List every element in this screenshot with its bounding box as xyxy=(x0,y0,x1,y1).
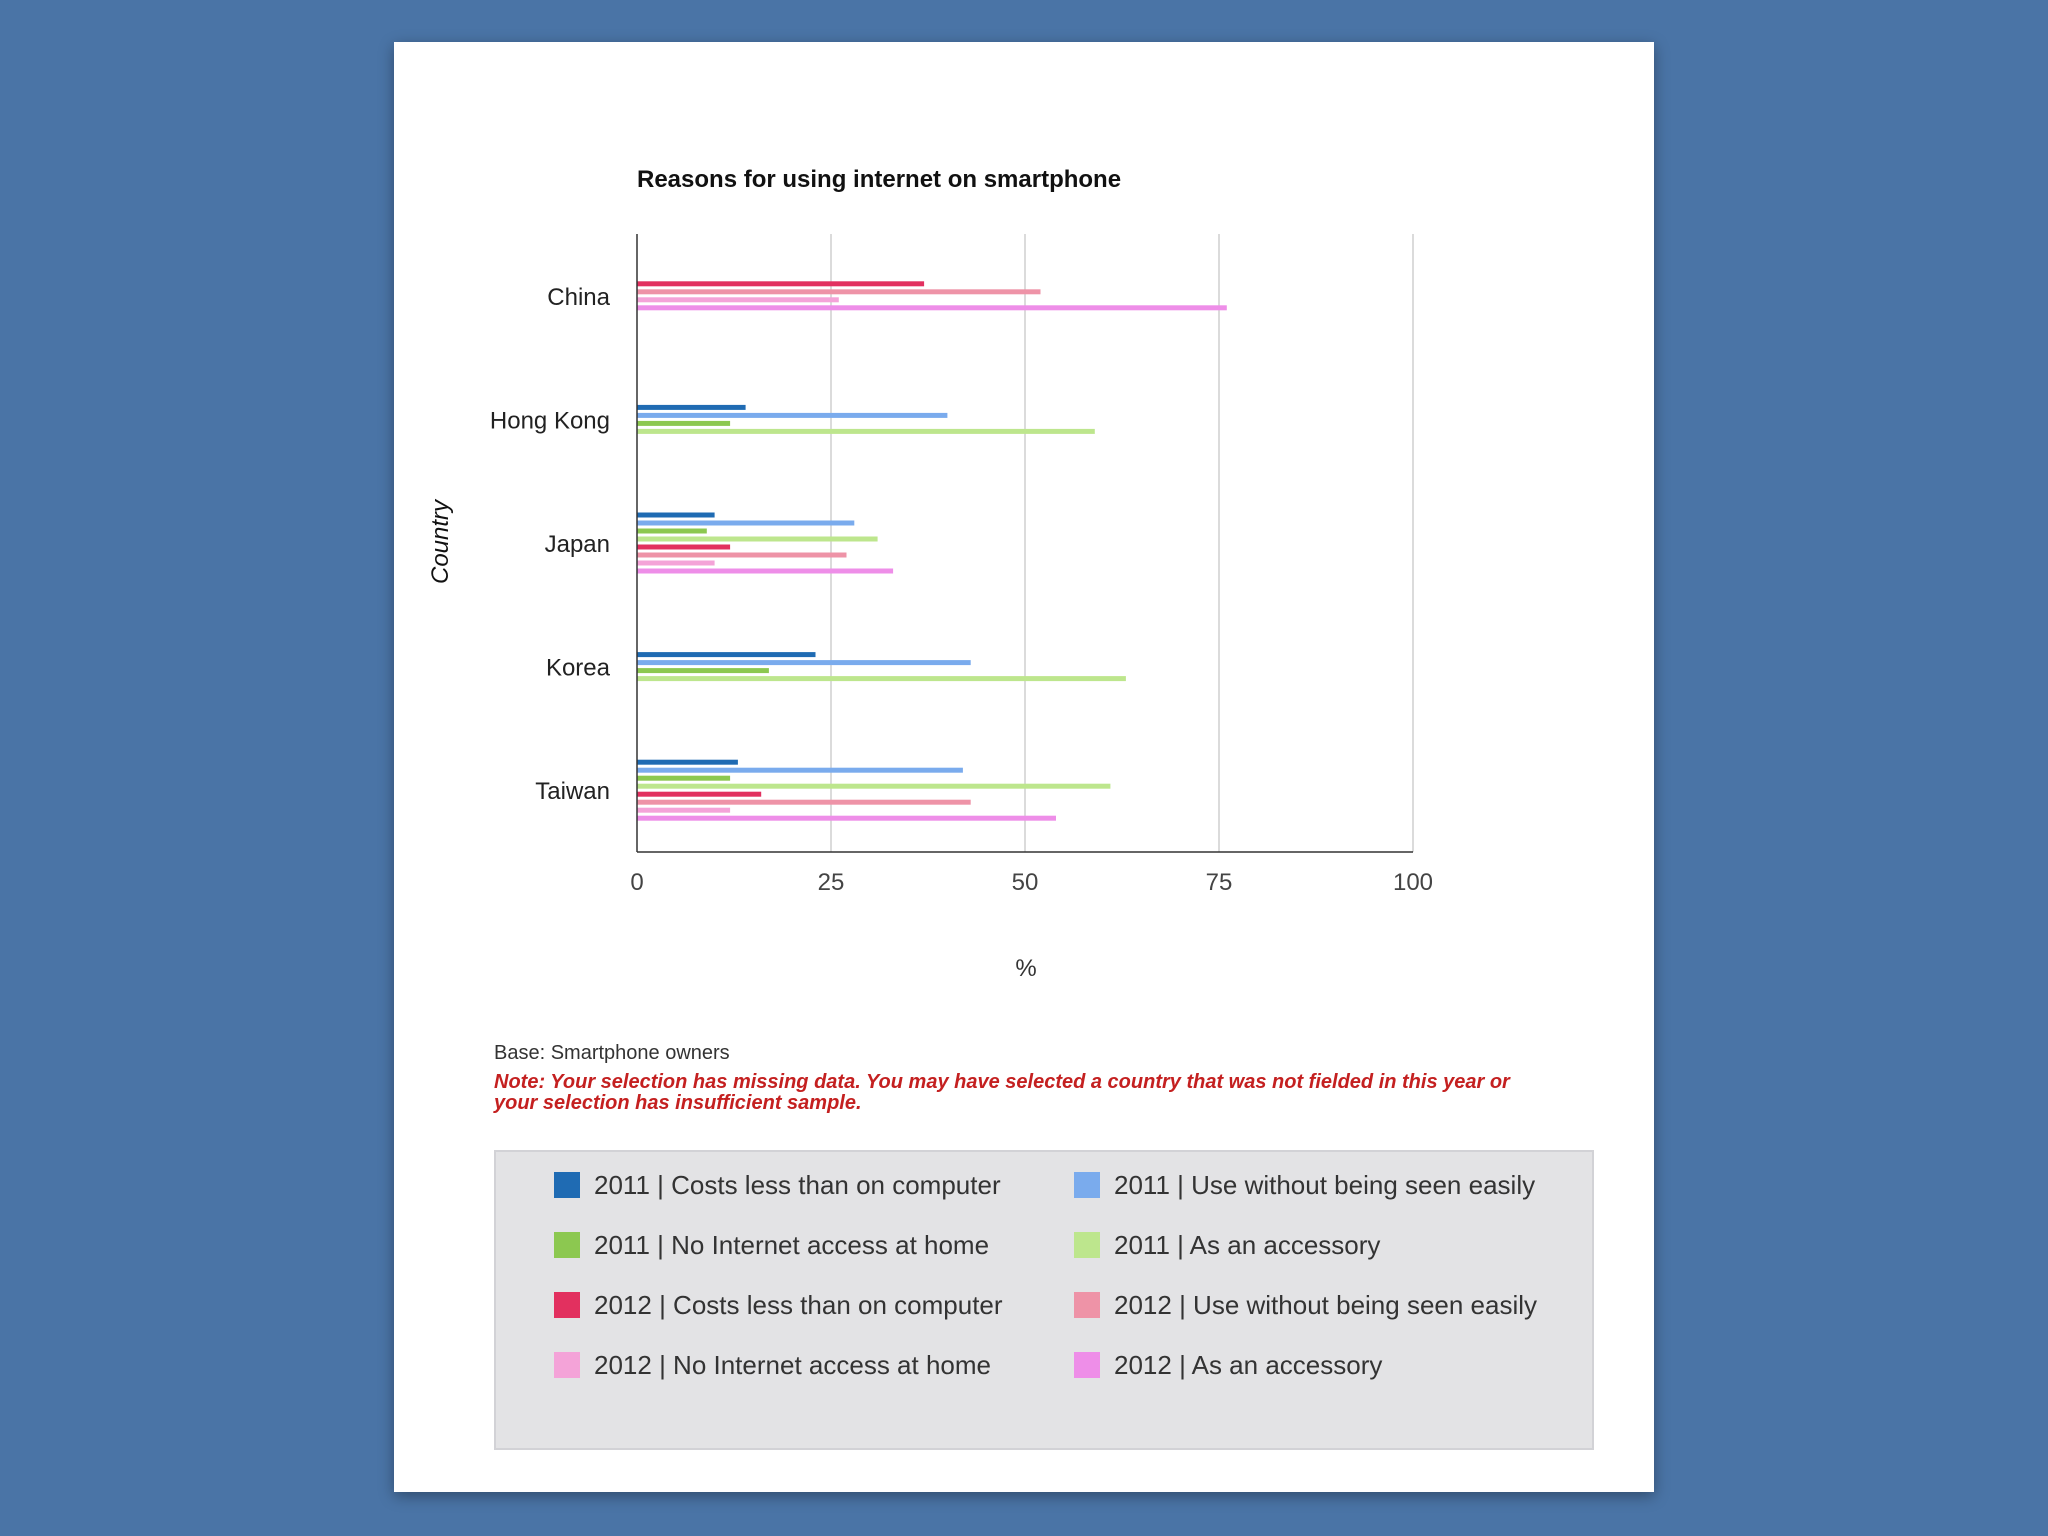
chart-title: Reasons for using internet on smartphone xyxy=(637,166,1121,193)
bar xyxy=(637,676,1126,682)
base-note: Base: Smartphone owners xyxy=(494,1042,730,1064)
legend-label: 2012 | No Internet access at home xyxy=(594,1349,991,1380)
legend-label: 2011 | Costs less than on computer xyxy=(594,1169,1001,1200)
bar xyxy=(637,297,839,303)
bar xyxy=(637,528,707,534)
chart: Reasons for using internet on smartphone… xyxy=(427,166,1433,982)
bar xyxy=(637,420,731,426)
x-tick-label: 0 xyxy=(630,869,643,896)
bar xyxy=(637,568,894,574)
bar xyxy=(637,552,847,558)
missing-data-note: Note: Your selection has missing data. Y… xyxy=(494,1071,1510,1114)
y-category-label: China xyxy=(547,284,610,311)
legend-item: 2011 | Use without being seen easily xyxy=(1074,1170,1535,1200)
chart-card: Reasons for using internet on smartphone… xyxy=(394,42,1654,1492)
legend-label: 2012 | As an accessory xyxy=(1114,1349,1383,1380)
bar xyxy=(637,759,738,765)
legend-item: 2012 | No Internet access at home xyxy=(554,1350,991,1380)
bar xyxy=(637,404,746,410)
bar xyxy=(637,775,731,781)
bar xyxy=(637,412,948,418)
bar xyxy=(637,281,925,287)
bar xyxy=(637,560,715,566)
legend-item: 2011 | Costs less than on computer xyxy=(554,1170,1001,1200)
legend-swatch xyxy=(554,1232,580,1258)
bar xyxy=(637,791,762,797)
legend-label: 2011 | No Internet access at home xyxy=(594,1229,990,1260)
legend-label: 2011 | As an accessory xyxy=(1114,1229,1381,1260)
gridlines xyxy=(830,234,1414,852)
bar xyxy=(637,536,878,542)
legend-item: 2011 | As an accessory xyxy=(1074,1230,1380,1260)
legend-swatch xyxy=(554,1172,580,1198)
bars xyxy=(637,281,1227,821)
y-category-label: Taiwan xyxy=(535,778,610,805)
x-tick-labels: 0 25 50 75 100 xyxy=(630,869,1433,896)
bar xyxy=(637,807,731,813)
legend-label: 2011 | Use without being seen easily xyxy=(1114,1169,1536,1200)
bar xyxy=(637,783,1111,789)
legend-item: 2011 | No Internet access at home xyxy=(554,1230,989,1260)
x-tick-label: 100 xyxy=(1393,869,1433,896)
bar xyxy=(637,428,1095,434)
y-category-labels: China Hong Kong Japan Korea Taiwan xyxy=(490,284,611,805)
legend-item: 2012 | As an accessory xyxy=(1074,1350,1382,1380)
y-category-label: Japan xyxy=(545,531,610,558)
bar xyxy=(637,668,769,674)
legend-swatch xyxy=(554,1292,580,1318)
legend-swatch xyxy=(554,1352,580,1378)
x-axis-label: % xyxy=(1015,955,1036,982)
legend-swatch xyxy=(1074,1172,1100,1198)
bar xyxy=(637,660,971,666)
y-category-label: Hong Kong xyxy=(490,407,610,434)
legend: 2011 | Costs less than on computer 2011 |… xyxy=(494,1150,1594,1450)
legend-item: 2012 | Costs less than on computer xyxy=(554,1290,1003,1320)
bar xyxy=(637,305,1227,311)
bar xyxy=(637,520,855,526)
x-tick-label: 50 xyxy=(1012,869,1039,896)
legend-swatch xyxy=(1074,1292,1100,1318)
bar xyxy=(637,767,963,773)
x-tick-label: 75 xyxy=(1206,869,1233,896)
y-axis-label: Country xyxy=(427,498,454,584)
bar xyxy=(637,799,971,805)
bar xyxy=(637,815,1056,821)
y-category-label: Korea xyxy=(546,655,611,682)
bar xyxy=(637,652,816,658)
legend-item: 2012 | Use without being seen easily xyxy=(1074,1290,1537,1320)
bar xyxy=(637,512,715,518)
legend-label: 2012 | Use without being seen easily xyxy=(1114,1289,1538,1320)
legend-swatch xyxy=(1074,1352,1100,1378)
legend-label: 2012 | Costs less than on computer xyxy=(594,1289,1003,1320)
bar xyxy=(637,544,731,550)
bar xyxy=(637,289,1041,295)
legend-swatch xyxy=(1074,1232,1100,1258)
x-tick-label: 25 xyxy=(818,869,845,896)
